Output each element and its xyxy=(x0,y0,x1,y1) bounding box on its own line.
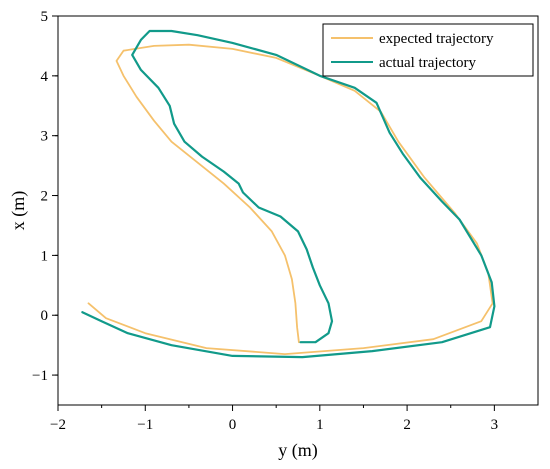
y-tick-label: 5 xyxy=(41,9,49,25)
series-layer xyxy=(81,29,496,359)
x-tick-label: 2 xyxy=(403,417,411,433)
x-axis-title: y (m) xyxy=(278,440,318,461)
series-line-actual xyxy=(81,29,496,359)
y-tick-label: 0 xyxy=(41,308,49,324)
legend: expected trajectory actual trajectory xyxy=(322,23,534,77)
y-tick-label: 2 xyxy=(41,189,49,205)
x-axis-ticks: −2 −1 0 1 2 3 xyxy=(50,405,498,433)
legend-box xyxy=(322,23,534,77)
x-tick-label: 0 xyxy=(229,417,237,433)
y-tick-label: −1 xyxy=(32,368,48,384)
legend-label-actual: actual trajectory xyxy=(379,55,477,71)
y-tick-label: 4 xyxy=(41,69,49,85)
y-axis-title: x (m) xyxy=(8,191,29,231)
legend-label-expected: expected trajectory xyxy=(379,31,494,47)
x-tick-label: −1 xyxy=(137,417,153,433)
y-axis-ticks: −1 0 1 2 3 4 5 xyxy=(32,9,58,384)
x-tick-label: 3 xyxy=(491,417,499,433)
y-tick-label: 3 xyxy=(41,129,49,145)
x-tick-label: 1 xyxy=(316,417,324,433)
plot-area-frame xyxy=(57,15,539,406)
series-line-expected xyxy=(87,43,494,355)
x-tick-label: −2 xyxy=(50,417,66,433)
y-tick-label: 1 xyxy=(41,248,49,264)
